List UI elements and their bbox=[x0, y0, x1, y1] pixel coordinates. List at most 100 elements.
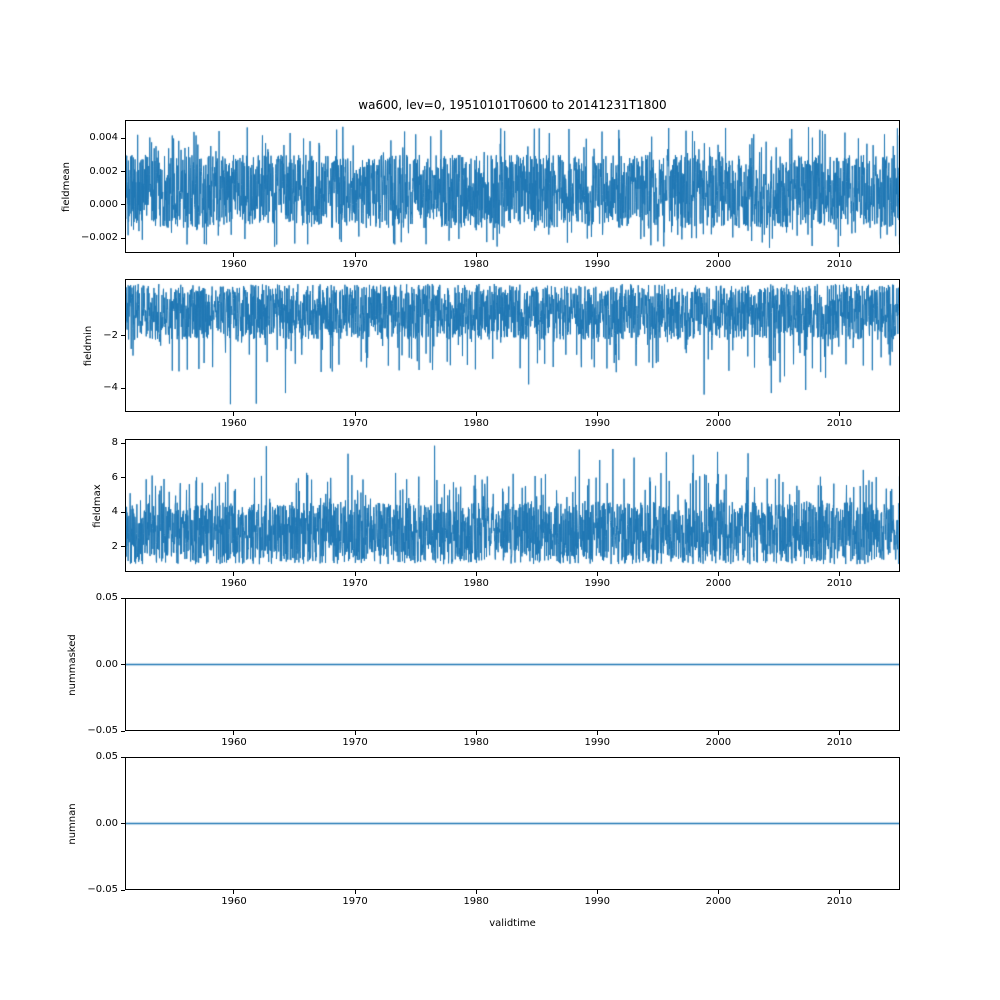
x-tick-label: 2000 bbox=[705, 737, 732, 748]
y-tick-label: 6 bbox=[111, 471, 118, 483]
x-tick-label: 2000 bbox=[705, 259, 732, 270]
axes-fieldmean bbox=[125, 120, 900, 253]
x-tick-mark bbox=[475, 253, 477, 257]
y-tick-mark bbox=[121, 237, 125, 239]
x-tick-label: 2010 bbox=[826, 896, 853, 907]
x-tick-mark bbox=[717, 572, 719, 576]
y-tick-label: −0.002 bbox=[80, 232, 118, 244]
x-tick-mark bbox=[838, 572, 840, 576]
y-axis-title-fieldmean: fieldmean bbox=[60, 161, 72, 212]
y-tick-label: −0.05 bbox=[87, 884, 118, 895]
x-tick-mark bbox=[475, 731, 477, 735]
x-tick-mark bbox=[354, 412, 356, 416]
y-tick-mark bbox=[121, 442, 125, 444]
x-tick-label: 1990 bbox=[584, 418, 610, 429]
axes-fieldmax bbox=[125, 439, 900, 572]
x-tick-mark bbox=[838, 253, 840, 257]
x-tick-label: 1960 bbox=[221, 418, 247, 429]
x-tick-mark bbox=[233, 731, 235, 735]
x-tick-mark bbox=[354, 731, 356, 735]
series-line-nummasked bbox=[125, 598, 900, 731]
x-tick-mark bbox=[233, 890, 235, 894]
y-axis-title-fieldmax: fieldmax bbox=[91, 483, 103, 528]
x-tick-mark bbox=[596, 572, 598, 576]
x-tick-mark bbox=[717, 890, 719, 894]
x-tick-label: 2010 bbox=[826, 737, 853, 748]
x-tick-mark bbox=[354, 890, 356, 894]
x-tick-mark bbox=[838, 890, 840, 894]
y-tick-mark bbox=[121, 823, 125, 824]
y-tick-label: 0.05 bbox=[95, 592, 118, 603]
x-tick-mark bbox=[475, 412, 477, 416]
x-tick-label: 1980 bbox=[463, 259, 489, 270]
x-tick-label: 2000 bbox=[705, 578, 732, 589]
axes-nummasked bbox=[125, 598, 900, 731]
y-tick-label: 0.000 bbox=[89, 198, 118, 210]
x-tick-label: 1960 bbox=[221, 259, 247, 270]
y-tick-label: 2 bbox=[111, 540, 118, 552]
x-tick-mark bbox=[717, 731, 719, 735]
x-tick-label: 1980 bbox=[463, 896, 489, 907]
y-tick-label: 0.002 bbox=[89, 165, 118, 177]
x-tick-label: 1970 bbox=[342, 259, 368, 270]
x-tick-label: 2000 bbox=[705, 418, 732, 429]
x-tick-label: 2000 bbox=[705, 896, 732, 907]
x-tick-label: 1990 bbox=[584, 737, 610, 748]
x-tick-mark bbox=[354, 253, 356, 257]
y-tick-label: −0.05 bbox=[87, 725, 118, 736]
x-tick-mark bbox=[717, 253, 719, 257]
y-tick-mark bbox=[121, 664, 125, 665]
series-line-fieldmin bbox=[125, 279, 900, 412]
x-tick-mark bbox=[596, 412, 598, 416]
x-tick-label: 1960 bbox=[221, 737, 247, 748]
y-tick-mark bbox=[121, 546, 125, 548]
axes-fieldmin bbox=[125, 279, 900, 412]
x-tick-label: 1970 bbox=[342, 418, 368, 429]
x-tick-label: 1980 bbox=[463, 418, 489, 429]
x-tick-mark bbox=[596, 890, 598, 894]
x-tick-label: 2010 bbox=[826, 259, 853, 270]
y-tick-mark bbox=[121, 335, 125, 337]
x-tick-mark bbox=[838, 412, 840, 416]
x-tick-label: 1960 bbox=[221, 578, 247, 589]
y-tick-label: 0.00 bbox=[95, 658, 118, 670]
y-tick-mark bbox=[121, 511, 125, 513]
y-tick-label: 0.004 bbox=[89, 132, 118, 144]
x-tick-mark bbox=[233, 412, 235, 416]
x-tick-label: 1970 bbox=[342, 896, 368, 907]
x-axis-title: validtime bbox=[489, 918, 536, 929]
y-axis-title-numnan: numnan bbox=[67, 802, 79, 845]
x-tick-mark bbox=[233, 253, 235, 257]
x-tick-label: 2010 bbox=[826, 418, 853, 429]
y-tick-mark bbox=[121, 171, 125, 173]
y-tick-mark bbox=[121, 889, 125, 891]
y-tick-label: 4 bbox=[111, 506, 118, 518]
x-tick-mark bbox=[475, 890, 477, 894]
series-line-fieldmax bbox=[125, 439, 900, 572]
x-tick-label: 1990 bbox=[584, 896, 610, 907]
axes-numnan bbox=[125, 757, 900, 890]
x-tick-label: 1970 bbox=[342, 578, 368, 589]
y-tick-mark bbox=[121, 477, 125, 479]
y-tick-mark bbox=[121, 730, 125, 732]
x-tick-mark bbox=[233, 572, 235, 576]
x-tick-mark bbox=[838, 731, 840, 735]
x-tick-label: 1970 bbox=[342, 737, 368, 748]
x-tick-label: 1990 bbox=[584, 259, 610, 270]
y-tick-label: 0.05 bbox=[95, 751, 118, 762]
y-tick-label: −4 bbox=[103, 382, 118, 394]
y-tick-label: −2 bbox=[103, 329, 118, 341]
series-line-numnan bbox=[125, 757, 900, 890]
y-tick-mark bbox=[121, 137, 125, 139]
y-tick-mark bbox=[121, 597, 125, 599]
y-tick-label: 8 bbox=[111, 437, 118, 449]
x-tick-label: 1980 bbox=[463, 578, 489, 589]
y-tick-mark bbox=[121, 204, 125, 206]
y-axis-title-fieldmin: fieldmin bbox=[83, 325, 95, 366]
y-axis-title-nummasked: nummasked bbox=[67, 633, 79, 696]
x-tick-mark bbox=[354, 572, 356, 576]
series-line-fieldmean bbox=[125, 120, 900, 253]
x-tick-mark bbox=[717, 412, 719, 416]
